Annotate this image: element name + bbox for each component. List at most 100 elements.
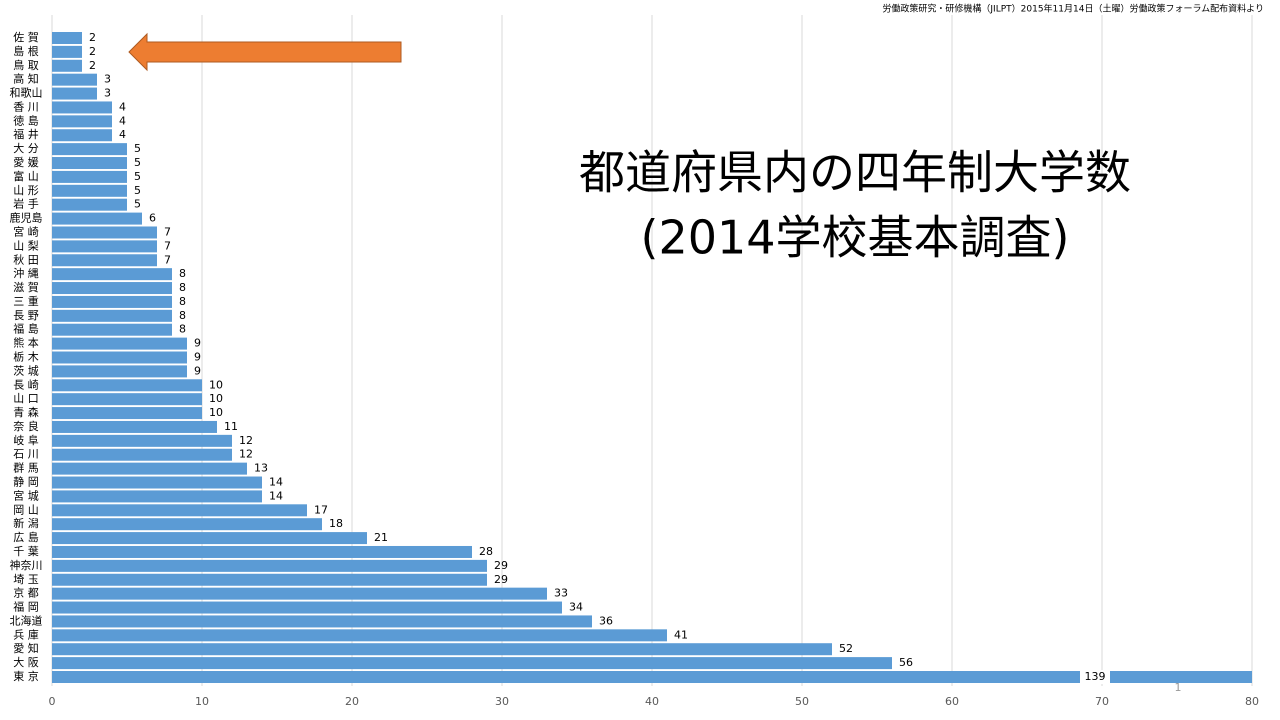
y-tick-label: 鹿児島 xyxy=(10,211,43,225)
data-label: 28 xyxy=(479,545,493,558)
data-label: 3 xyxy=(104,73,111,86)
data-label: 8 xyxy=(179,309,186,322)
bar xyxy=(52,240,157,253)
y-tick-label: 山 梨 xyxy=(13,238,39,252)
y-tick-label: 和歌山 xyxy=(10,86,43,100)
y-tick-label: 長 野 xyxy=(13,309,39,322)
data-label: 2 xyxy=(89,31,96,44)
bar xyxy=(52,545,472,558)
bar xyxy=(52,587,547,600)
bar xyxy=(52,559,487,572)
y-tick-label: 秋 田 xyxy=(13,252,39,266)
chart-title: (2014学校基本調査) xyxy=(641,211,1070,265)
y-tick-label: 愛 知 xyxy=(13,641,39,655)
x-tick-label: 0 xyxy=(49,695,56,708)
x-tick-label: 30 xyxy=(495,695,509,708)
y-tick-label: 徳 島 xyxy=(13,113,39,127)
y-tick-label: 沖 縄 xyxy=(13,266,39,280)
bar xyxy=(52,309,172,322)
y-tick-label: 広 島 xyxy=(13,530,39,544)
data-label: 5 xyxy=(134,170,141,183)
x-tick-label: 40 xyxy=(645,695,659,708)
x-tick-label: 60 xyxy=(945,695,959,708)
bar xyxy=(52,87,97,100)
data-label: 4 xyxy=(119,100,126,113)
data-label: 41 xyxy=(674,628,688,641)
bar xyxy=(52,157,127,170)
x-tick-label: 70 xyxy=(1095,695,1109,708)
bar xyxy=(52,268,172,281)
bar xyxy=(52,323,172,336)
chart-title: 都道府県内の四年制大学数 xyxy=(579,146,1131,200)
y-tick-label: 石 川 xyxy=(13,448,39,461)
bar xyxy=(52,601,562,614)
y-tick-label: 愛 媛 xyxy=(13,155,39,169)
y-tick-label: 大 分 xyxy=(13,141,39,155)
data-label: 36 xyxy=(599,614,613,627)
y-tick-label: 岡 山 xyxy=(13,503,39,516)
data-label: 10 xyxy=(209,378,223,391)
data-label: 5 xyxy=(134,142,141,155)
bar xyxy=(52,393,202,406)
axis-break xyxy=(1080,670,1110,684)
y-tick-label: 埼 玉 xyxy=(13,572,39,586)
data-label: 18 xyxy=(329,517,343,530)
bar xyxy=(52,629,667,642)
y-tick-label: 熊 本 xyxy=(13,336,39,350)
y-tick-label: 北海道 xyxy=(10,613,43,627)
data-label: 5 xyxy=(134,184,141,197)
bar xyxy=(52,143,127,156)
y-tick-label: 宮 崎 xyxy=(13,224,39,238)
data-label: 7 xyxy=(164,239,171,252)
bar xyxy=(52,101,112,114)
y-tick-label: 福 岡 xyxy=(13,600,39,614)
data-label: 34 xyxy=(569,601,583,614)
y-tick-label: 佐 賀 xyxy=(13,30,39,44)
bar xyxy=(52,184,127,197)
bar xyxy=(52,254,157,267)
bar xyxy=(52,337,187,350)
bar xyxy=(52,351,187,364)
bar xyxy=(52,490,262,503)
bar xyxy=(52,448,232,461)
data-label: 29 xyxy=(494,573,508,586)
bar xyxy=(52,129,112,142)
x-tick-label: 10 xyxy=(195,695,209,708)
y-tick-label: 高 知 xyxy=(13,72,39,86)
data-label: 9 xyxy=(194,364,201,377)
data-label: 3 xyxy=(104,87,111,100)
data-label: 8 xyxy=(179,281,186,294)
y-tick-label: 兵 庫 xyxy=(13,627,39,641)
bar xyxy=(52,407,202,420)
data-label: 29 xyxy=(494,559,508,572)
y-tick-label: 群 馬 xyxy=(13,461,39,475)
data-label: 6 xyxy=(149,212,156,225)
data-label: 12 xyxy=(239,434,253,447)
bar xyxy=(52,32,82,44)
y-tick-label: 香 川 xyxy=(13,100,39,113)
y-tick-label: 東 京 xyxy=(13,669,39,683)
data-label: 10 xyxy=(209,392,223,405)
data-label: 139 xyxy=(1085,670,1106,683)
bar xyxy=(52,573,487,586)
y-tick-label: 山 口 xyxy=(13,392,39,405)
y-tick-label: 神奈川 xyxy=(10,558,43,572)
data-label: 56 xyxy=(899,656,913,669)
data-label: 5 xyxy=(134,198,141,211)
data-label: 12 xyxy=(239,448,253,461)
data-label: 4 xyxy=(119,128,126,141)
bar xyxy=(52,462,247,475)
bar xyxy=(52,476,262,489)
y-tick-label: 新 潟 xyxy=(13,516,39,530)
source-note: 労働政策研究・研修機構（JILPT）2015年11月14日（土曜）労働政策フォー… xyxy=(882,3,1264,15)
bar xyxy=(52,671,1252,683)
y-tick-label: 福 島 xyxy=(13,322,39,336)
bar xyxy=(52,434,232,447)
data-label: 7 xyxy=(164,253,171,266)
y-tick-label: 奈 良 xyxy=(13,419,39,433)
y-tick-label: 茨 城 xyxy=(13,363,39,377)
y-tick-label: 長 崎 xyxy=(13,377,39,391)
y-tick-label: 静 岡 xyxy=(13,475,39,489)
y-tick-label: 栃 木 xyxy=(13,350,39,364)
